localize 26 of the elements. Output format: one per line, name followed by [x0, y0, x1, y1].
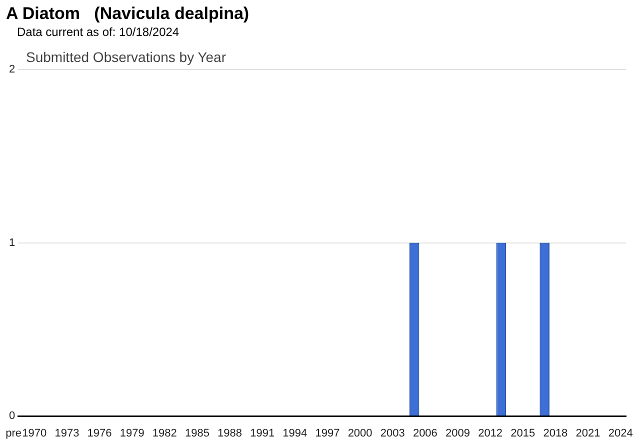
x-tick-label: 2018	[543, 428, 568, 440]
x-tick-label: 1973	[54, 428, 80, 440]
y-tick-label: 0	[8, 410, 16, 422]
y-tick-label: 2	[8, 64, 16, 76]
chart-subtitle: Data current as of: 10/18/2024	[17, 25, 180, 39]
x-tick-label: 2015	[510, 428, 536, 440]
x-tick-label: 1982	[152, 428, 177, 440]
x-tick-label: 2021	[576, 428, 600, 440]
chart-title: A Diatom (Navicula dealpina)	[6, 4, 250, 24]
x-tick-label: 1988	[218, 428, 242, 440]
y-tick-label: 1	[8, 236, 16, 249]
x-tick-label: 2012	[478, 428, 503, 440]
text: Submitted Observations by Year	[26, 49, 226, 65]
x-tick-label: 1994	[282, 428, 308, 440]
x-tick-label: 1985	[184, 428, 210, 440]
x-tick-label: 1970	[22, 428, 47, 440]
x-tick-label: 2009	[446, 428, 470, 440]
x-tick-label: 1991	[250, 428, 275, 440]
x-tick-label: 2000	[348, 428, 372, 440]
x-tick-label: 1979	[120, 428, 144, 440]
x-tick-label: 1997	[315, 428, 340, 440]
x-tick-label: 2024	[608, 428, 633, 440]
x-tick-label: pre	[6, 428, 22, 440]
x-tick-label: 2006	[412, 428, 438, 440]
x-tick-label: 2003	[380, 428, 405, 440]
x-tick-label: 1976	[87, 428, 112, 440]
